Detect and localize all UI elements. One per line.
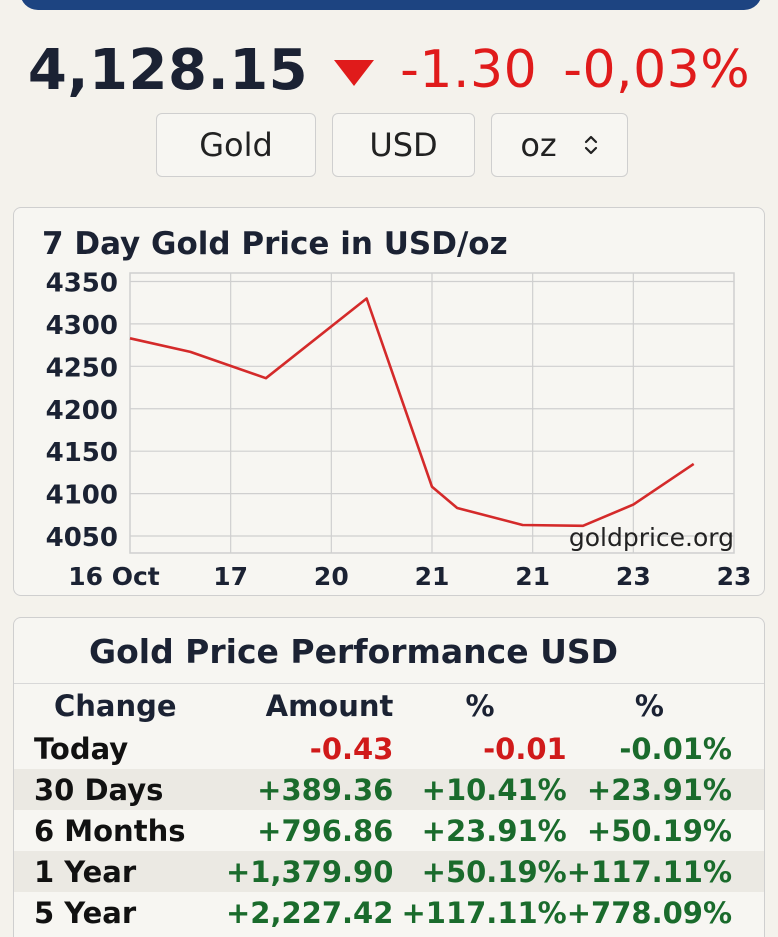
performance-card: Gold Price Performance USD Change Amount… <box>13 617 765 937</box>
table-row: Today -0.43 -0.01 -0.01% <box>14 728 764 769</box>
header-percent: % <box>393 683 567 728</box>
y-tick-label: 4250 <box>46 353 118 383</box>
metal-selector-label: Gold <box>199 126 273 164</box>
row-amount: -0.43 <box>309 731 394 766</box>
x-tick-label: 21 <box>515 562 550 591</box>
table-row: 1 Year +1,379.90 +50.19% +117.11% <box>14 851 764 892</box>
performance-title: Gold Price Performance USD <box>89 632 619 671</box>
header-amount: Amount <box>224 683 394 728</box>
x-tick-label: 23 <box>616 562 651 591</box>
header-percent-alt: % <box>566 683 764 728</box>
table-header-row: Change Amount % % <box>14 683 764 728</box>
row-label: Today <box>34 731 129 766</box>
price-line-chart: 4050 4100 4150 4200 4250 4300 4350 16 Oct 17 20 21… <box>46 268 752 591</box>
row-amount: +796.86 <box>257 813 394 848</box>
currency-selector-label: USD <box>369 126 438 164</box>
row-label: 1 Year <box>14 851 225 892</box>
table-row: 5 Year +2,227.42 +117.11% +778.09% <box>14 892 764 933</box>
row-label: 5 Year <box>34 895 137 930</box>
currency-selector[interactable]: USD <box>332 113 475 177</box>
x-tick-label: 20 <box>314 562 349 591</box>
price-change-percent: -0,03% <box>563 40 751 100</box>
y-tick-label: 4200 <box>46 396 118 426</box>
top-navigation-bar <box>20 0 762 10</box>
row-amount: +2,227.42 <box>225 895 394 930</box>
current-price: 4,128.15 <box>27 37 309 103</box>
performance-table: Change Amount % % Today -0.43 -0.01 -0.0… <box>14 683 764 933</box>
y-tick-label: 4300 <box>46 311 118 341</box>
unit-selector[interactable]: oz <box>491 113 628 177</box>
price-chart-card: 7 Day Gold Price in USD/oz 4050 4100 4150 4… <box>13 207 765 596</box>
selector-group: Gold USD oz <box>156 113 628 177</box>
header-change: Change <box>14 683 225 728</box>
y-tick-label: 4050 <box>46 523 118 553</box>
price-change: -1.30 <box>400 40 538 100</box>
row-percent: +23.91% <box>421 813 567 848</box>
x-tick-label: 23 <box>717 562 752 591</box>
y-tick-label: 4350 <box>46 268 118 298</box>
x-tick-label: 16 Oct <box>68 562 160 591</box>
price-summary: 4,128.15 -1.30 -0,03% <box>0 32 778 108</box>
metal-selector[interactable]: Gold <box>156 113 316 177</box>
row-percent-alt: +778.09% <box>566 895 732 930</box>
chart-watermark: goldprice.org <box>569 523 734 552</box>
row-label: 6 Months <box>34 813 186 848</box>
row-percent-alt: +117.11% <box>566 851 764 892</box>
x-tick-label: 21 <box>415 562 450 591</box>
row-amount: +389.36 <box>224 769 394 810</box>
y-tick-label: 4100 <box>46 481 118 511</box>
up-down-chevron-icon <box>583 133 599 157</box>
row-percent-alt: +50.19% <box>586 813 732 848</box>
x-tick-label: 17 <box>213 562 248 591</box>
row-percent: +117.11% <box>401 895 567 930</box>
row-amount: +1,379.90 <box>224 851 394 892</box>
row-percent-alt: -0.01% <box>619 731 732 766</box>
price-series-line <box>129 297 695 528</box>
unit-selector-label: oz <box>520 126 557 164</box>
down-arrow-icon <box>334 60 375 86</box>
row-percent: +10.41% <box>393 769 567 810</box>
y-tick-label: 4150 <box>46 438 118 468</box>
row-percent: -0.01 <box>483 731 567 766</box>
table-row: 30 Days +389.36 +10.41% +23.91% <box>14 769 764 810</box>
table-row: 6 Months +796.86 +23.91% +50.19% <box>14 810 764 851</box>
row-percent-alt: +23.91% <box>566 769 764 810</box>
row-label: 30 Days <box>14 769 225 810</box>
chart-title: 7 Day Gold Price in USD/oz <box>42 226 508 262</box>
row-percent: +50.19% <box>393 851 567 892</box>
